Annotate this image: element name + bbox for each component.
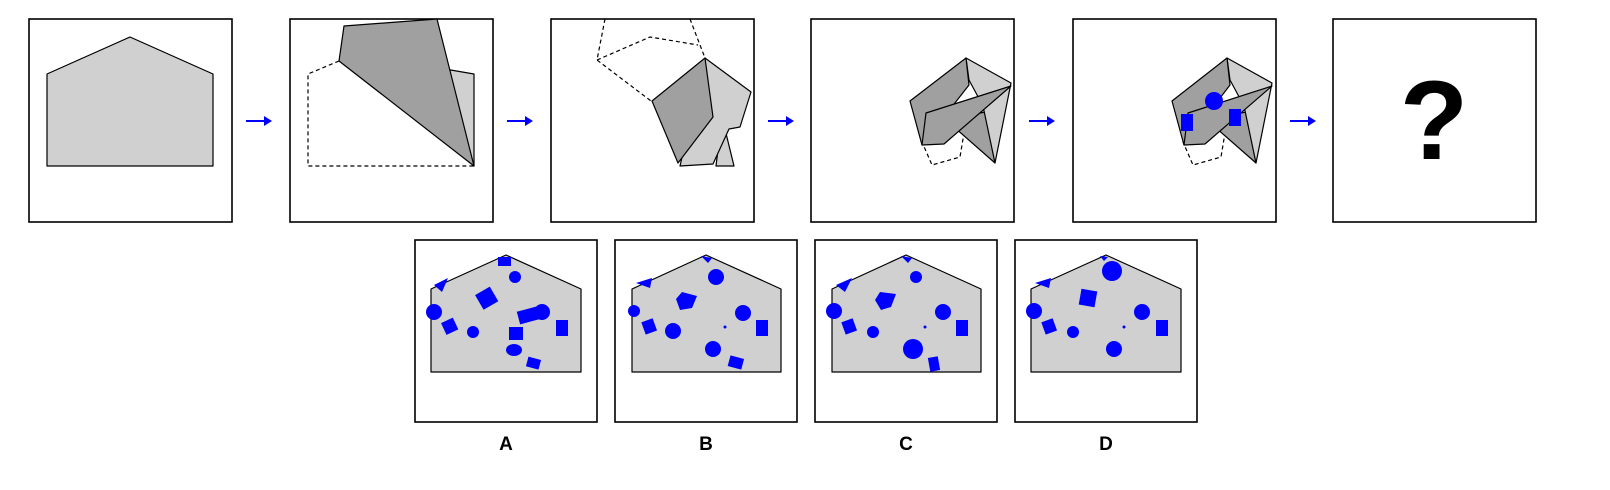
option-d[interactable]: D [1014,239,1198,455]
arrow-4 [1029,116,1055,126]
question-mark: ? [1400,58,1468,183]
option-b[interactable]: B [614,239,798,455]
option-d-holes [1026,256,1168,357]
arrow-1 [246,116,272,126]
option-a[interactable]: A [414,239,598,455]
step-2-panel [289,18,494,223]
arrow-3 [768,116,794,126]
layer-front [1183,85,1273,146]
option-a-label: A [499,434,513,455]
punch-circle [1205,92,1223,110]
paper-sheet [46,36,214,167]
paper-layer-dark [651,57,714,164]
option-c[interactable]: C [814,239,998,455]
option-d-paper [1030,254,1182,373]
option-b-holes [628,256,768,370]
question-panel: ? [1332,18,1537,223]
option-a-holes [426,257,568,370]
fold-outline-b [596,36,699,61]
arrow-2 [507,116,533,126]
step-5-panel [1072,18,1277,223]
layer-front [921,85,1012,146]
option-c-paper [831,254,982,373]
option-d-label: D [1099,434,1113,455]
option-a-paper [430,254,582,373]
paper-layer-light [679,57,752,167]
punch-square-right [1229,109,1241,126]
fold-outline-a [596,18,652,102]
fold-outline [307,60,474,167]
question-frame [1332,18,1537,223]
step-1-panel [28,18,233,223]
step-3-panel [550,18,755,223]
step-4-panel [810,18,1015,223]
option-c-holes [826,256,968,372]
option-b-label: B [699,434,713,455]
folded-flap [338,18,475,167]
option-b-paper [631,254,782,373]
punch-square-left [1181,114,1193,131]
arrow-5 [1290,116,1316,126]
option-c-label: C [899,434,913,455]
